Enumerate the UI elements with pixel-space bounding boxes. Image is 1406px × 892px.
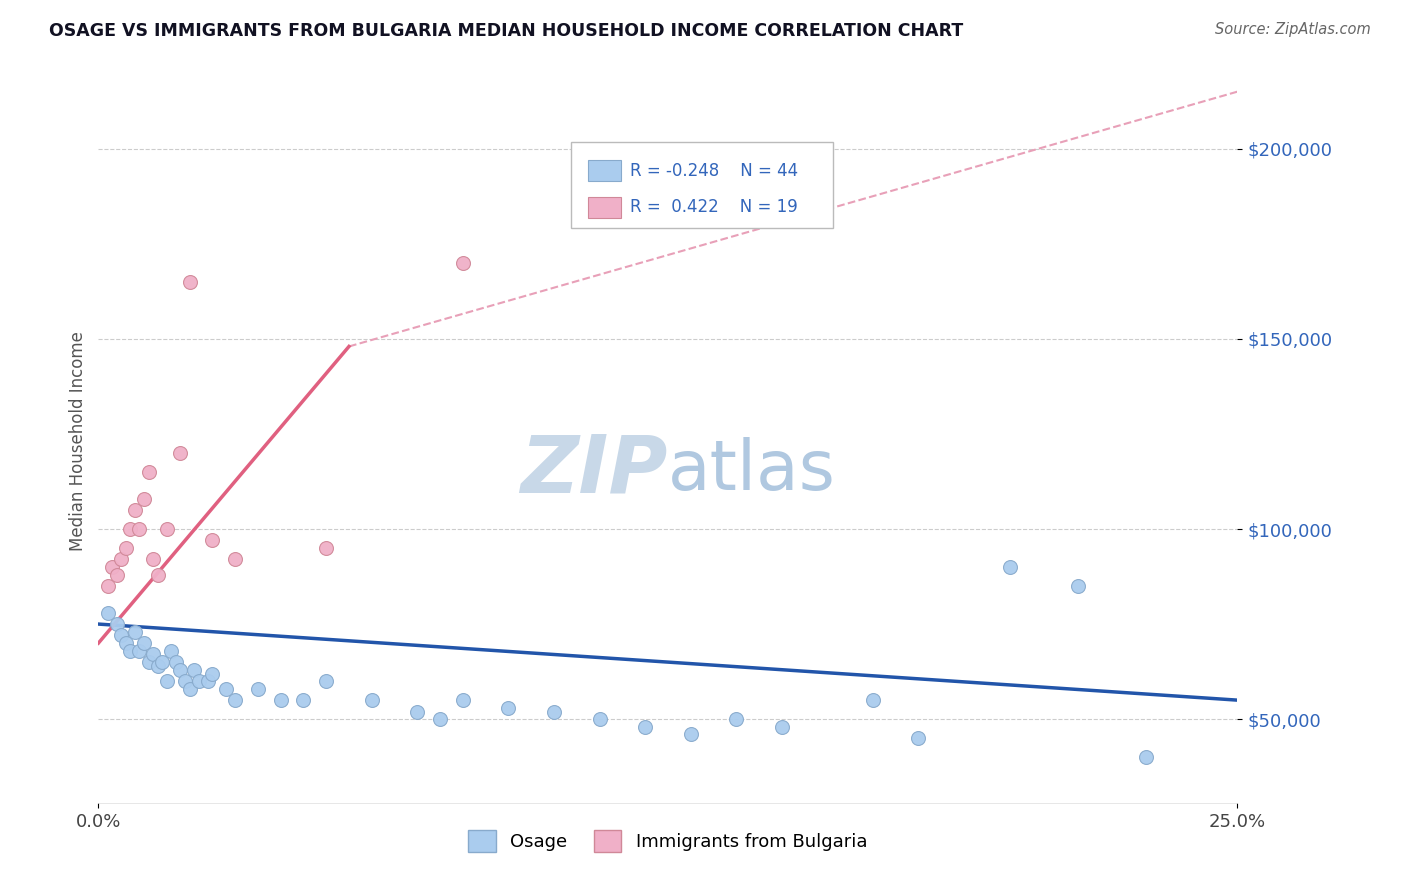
Point <box>124 503 146 517</box>
Point <box>120 643 142 657</box>
Point <box>96 606 118 620</box>
Point <box>132 636 155 650</box>
Legend: Osage, Immigrants from Bulgaria: Osage, Immigrants from Bulgaria <box>461 822 875 859</box>
Point <box>679 727 702 741</box>
Point <box>169 663 191 677</box>
Point <box>187 674 209 689</box>
Point <box>146 659 169 673</box>
Point <box>96 579 118 593</box>
Text: Source: ZipAtlas.com: Source: ZipAtlas.com <box>1215 22 1371 37</box>
Text: R =  0.422    N = 19: R = 0.422 N = 19 <box>630 198 799 216</box>
Point <box>315 674 337 689</box>
Point <box>128 643 150 657</box>
Point <box>543 705 565 719</box>
Point <box>146 567 169 582</box>
Point <box>770 720 793 734</box>
Point <box>156 674 179 689</box>
Point <box>183 663 205 677</box>
Point <box>360 693 382 707</box>
Text: atlas: atlas <box>668 437 835 504</box>
Point <box>315 541 337 555</box>
Point <box>105 617 128 632</box>
Text: ZIP: ZIP <box>520 432 668 509</box>
Point <box>110 552 132 566</box>
Point <box>451 256 474 270</box>
Point <box>105 567 128 582</box>
Point <box>124 624 146 639</box>
Point <box>201 666 224 681</box>
Point <box>101 560 124 574</box>
Text: OSAGE VS IMMIGRANTS FROM BULGARIA MEDIAN HOUSEHOLD INCOME CORRELATION CHART: OSAGE VS IMMIGRANTS FROM BULGARIA MEDIAN… <box>49 22 963 40</box>
Point <box>114 636 136 650</box>
Point <box>138 655 160 669</box>
Point <box>451 693 474 707</box>
Point <box>862 693 884 707</box>
Point <box>429 712 451 726</box>
Point <box>165 655 187 669</box>
Point <box>128 522 150 536</box>
Point <box>142 552 165 566</box>
Point <box>179 275 201 289</box>
Point <box>142 648 165 662</box>
Point <box>156 522 179 536</box>
Point <box>150 655 173 669</box>
Point <box>998 560 1021 574</box>
Point <box>197 674 219 689</box>
Point <box>120 522 142 536</box>
Point <box>292 693 315 707</box>
FancyBboxPatch shape <box>571 142 832 228</box>
Point <box>114 541 136 555</box>
Point <box>498 700 520 714</box>
Point <box>270 693 292 707</box>
Point <box>110 628 132 642</box>
Point <box>224 552 246 566</box>
Point <box>224 693 246 707</box>
Point <box>160 643 183 657</box>
Point <box>246 681 269 696</box>
FancyBboxPatch shape <box>588 161 621 181</box>
Point <box>406 705 429 719</box>
Point <box>169 446 191 460</box>
Point <box>634 720 657 734</box>
Point <box>1067 579 1090 593</box>
Point <box>907 731 929 746</box>
Text: R = -0.248    N = 44: R = -0.248 N = 44 <box>630 161 799 180</box>
Point <box>179 681 201 696</box>
Point <box>132 491 155 506</box>
Point <box>215 681 238 696</box>
Point <box>174 674 197 689</box>
Point <box>138 465 160 479</box>
Point <box>725 712 748 726</box>
Point <box>201 533 224 548</box>
Point <box>588 712 610 726</box>
Point <box>1135 750 1157 764</box>
Y-axis label: Median Household Income: Median Household Income <box>69 332 87 551</box>
FancyBboxPatch shape <box>588 197 621 218</box>
